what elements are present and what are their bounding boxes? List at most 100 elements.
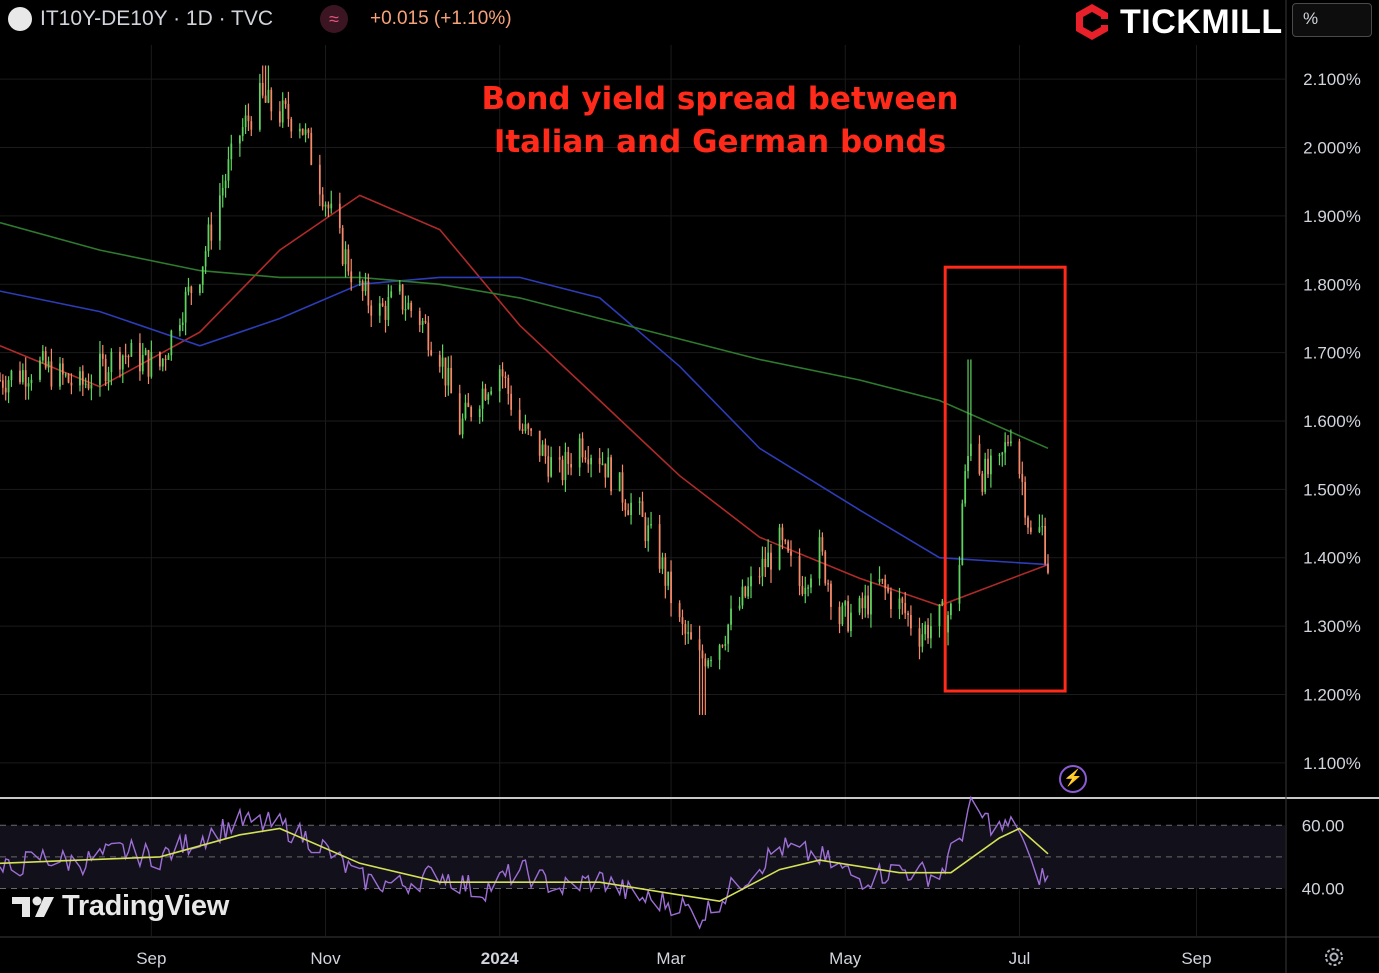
candle-body	[784, 540, 787, 542]
candle-body	[798, 555, 801, 587]
candle-body	[121, 355, 124, 370]
rsi-axis[interactable]: 60.00 40.00	[1302, 816, 1345, 898]
candle-body	[1001, 452, 1004, 455]
time-tick-label: Jul	[1009, 949, 1031, 968]
rsi-pane	[0, 795, 1285, 930]
symbol-title[interactable]: IT10Y-DE10Y · 1D · TVC	[40, 7, 274, 30]
candle-body	[727, 624, 730, 644]
time-axis[interactable]: Sep Nov 2024 Mar May Jul Sep	[136, 949, 1211, 968]
candle-body	[224, 180, 227, 189]
candle-body	[824, 551, 827, 584]
candle-body	[390, 291, 393, 298]
candle-body	[1018, 441, 1021, 474]
candle-body	[1021, 473, 1024, 483]
wave-icon[interactable]: ≈	[320, 5, 348, 33]
candle-body	[444, 357, 447, 386]
candle-body	[321, 194, 324, 207]
candle-body	[684, 624, 687, 634]
candle-body	[521, 429, 524, 431]
candle-body	[678, 603, 681, 618]
candle-body	[307, 129, 310, 133]
candle-body	[938, 604, 941, 627]
candle-body	[904, 602, 907, 614]
candle-body	[401, 284, 404, 310]
price-tick-label: 1.100%	[1303, 754, 1361, 773]
price-tick-label: 1.900%	[1303, 207, 1361, 226]
lightning-icon[interactable]: ⚡	[1059, 765, 1087, 793]
candle-body	[507, 378, 510, 394]
candle-body	[790, 551, 792, 556]
candle-body	[470, 406, 473, 418]
candle-body	[504, 376, 507, 379]
candle-body	[181, 322, 184, 325]
candle-body	[170, 330, 173, 356]
candle-body	[47, 361, 50, 368]
candle-body	[404, 309, 407, 311]
candle-body	[627, 510, 630, 516]
candle-body	[101, 353, 104, 359]
tradingview-logo-icon	[12, 896, 54, 917]
rsi-line	[0, 795, 1049, 930]
candle-body	[501, 369, 504, 377]
candle-body	[844, 601, 847, 606]
candle-body	[724, 643, 727, 646]
candle-body	[370, 305, 373, 316]
candle-body	[278, 111, 281, 123]
candle-body	[84, 383, 87, 385]
candle-body	[770, 552, 772, 570]
candle-body	[527, 424, 530, 429]
unit-button[interactable]: %	[1292, 3, 1372, 37]
time-tick-label: Sep	[1181, 949, 1211, 968]
candle-body	[421, 320, 424, 325]
candle-body	[144, 350, 147, 355]
candle-body	[64, 374, 67, 376]
candle-body	[487, 394, 490, 400]
candle-body	[764, 558, 767, 568]
price-tick-label: 1.400%	[1303, 549, 1361, 568]
candle-body	[418, 310, 421, 325]
candle-body	[901, 598, 904, 603]
candle-body	[79, 371, 81, 386]
price-tick-label: 2.100%	[1303, 70, 1361, 89]
candle-body	[710, 659, 712, 662]
candle-body	[201, 266, 204, 285]
candle-body	[139, 342, 141, 372]
symbol-logo-icon[interactable]	[8, 7, 32, 31]
candle-body	[550, 457, 553, 477]
candle-body	[941, 601, 944, 605]
candle-body	[838, 606, 841, 625]
candle-body	[970, 443, 972, 456]
gear-icon[interactable]	[1322, 945, 1346, 969]
candle-body	[750, 576, 752, 587]
candle-body	[184, 291, 187, 323]
candle-body	[578, 438, 581, 468]
candle-body	[858, 598, 861, 613]
candle-body	[218, 195, 221, 241]
brand-name: TICKMILL	[1120, 2, 1283, 41]
candle-body	[989, 455, 992, 475]
candle-body	[930, 626, 932, 639]
moving-averages	[0, 194, 1049, 607]
candle-body	[818, 537, 821, 579]
candle-body	[330, 203, 333, 209]
candle-body	[590, 457, 592, 465]
candle-body	[898, 598, 901, 610]
price-tick-label: 1.600%	[1303, 412, 1361, 431]
candle-body	[947, 615, 949, 633]
ma-50-line	[0, 194, 1049, 607]
candle-body	[518, 409, 521, 430]
candle-body	[558, 457, 561, 460]
candle-body	[21, 370, 24, 383]
candle-body	[261, 82, 264, 96]
ma-100-line	[0, 276, 1049, 566]
candle-body	[1047, 563, 1049, 573]
candle-body	[179, 324, 181, 331]
candle-body	[878, 579, 881, 583]
price-axis[interactable]: 2.100% 2.000% 1.900% 1.800% 1.700% 1.600% 1.50…	[1303, 70, 1361, 773]
candle-body	[1, 380, 4, 388]
candle-body	[918, 628, 921, 647]
candle-body	[698, 639, 701, 651]
candle-body	[281, 100, 284, 123]
